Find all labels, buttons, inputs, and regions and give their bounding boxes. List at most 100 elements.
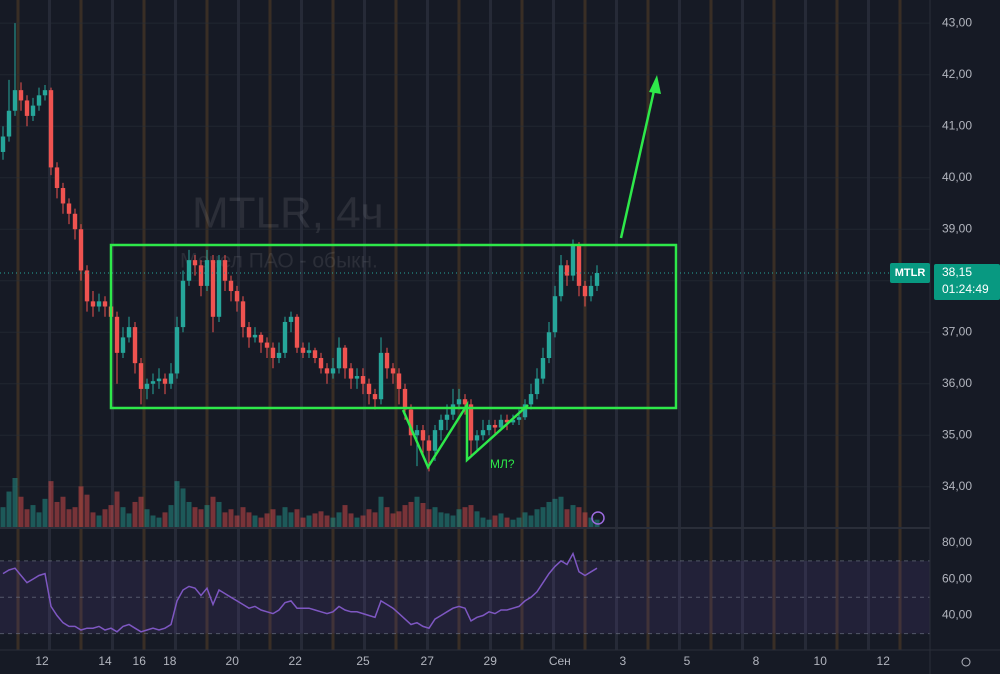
volume-bar (474, 511, 480, 528)
candle-body (480, 430, 486, 436)
volume-bar (126, 513, 132, 528)
volume-bar (12, 478, 18, 528)
candle-body (162, 378, 168, 384)
candle-body (42, 90, 48, 96)
y-tick-label: 34,00 (942, 479, 972, 493)
candle-body (192, 260, 198, 266)
range-box (109, 243, 678, 410)
volume-bar (354, 517, 360, 528)
candle-body (186, 260, 192, 281)
x-tick-label: 25 (356, 654, 370, 668)
volume-bar (534, 509, 540, 528)
volume-bar (432, 507, 438, 528)
last-price-label: 38,15 (942, 265, 972, 279)
candle-body (234, 291, 240, 302)
settings-icon[interactable] (961, 657, 971, 667)
volume-bar (450, 515, 456, 528)
candle-body (534, 378, 540, 395)
candle-body (24, 100, 30, 116)
candle-body (504, 419, 510, 423)
rsi-tick-label: 40,00 (942, 608, 972, 622)
rsi-tick-label: 80,00 (942, 535, 972, 549)
volume-bar (390, 513, 396, 528)
volume-bar (540, 507, 546, 528)
candle-body (486, 424, 492, 431)
candle-body (246, 327, 252, 338)
volume-bar (366, 509, 372, 528)
rsi-tick-label: 60,00 (942, 571, 972, 585)
volume-bar (570, 505, 576, 528)
symbol-label: MTLR (895, 267, 926, 279)
x-tick-label: 10 (814, 654, 828, 668)
x-tick-label: 12 (35, 654, 49, 668)
candle-body (300, 347, 306, 353)
candle-body (102, 301, 108, 307)
volume-bar (504, 517, 510, 528)
volume-bar (96, 515, 102, 528)
candle-body (168, 373, 174, 384)
candle-body (414, 430, 420, 436)
candle-body (462, 399, 468, 405)
volume-bar (462, 507, 468, 528)
candle-body (318, 358, 324, 369)
candle-body (432, 430, 438, 451)
volume-bar (204, 505, 210, 528)
candle-body (450, 404, 456, 415)
volume-bar (168, 505, 174, 528)
x-tick-label: 22 (289, 654, 303, 668)
volume-bar (438, 512, 444, 528)
x-tick-label: 16 (133, 654, 147, 668)
candle-body (354, 376, 360, 379)
candle-body (408, 409, 414, 436)
candle-body (558, 265, 564, 297)
volume-bar (84, 494, 90, 528)
candle-body (276, 352, 282, 359)
candle-body (210, 260, 216, 317)
candle-body (576, 244, 582, 286)
candle-body (324, 368, 330, 374)
candle-body (456, 399, 462, 405)
volume-bar (186, 501, 192, 528)
volume-bar (246, 512, 252, 528)
arrow-line (619, 85, 657, 239)
candle-body (18, 90, 24, 101)
candle-body (348, 368, 354, 379)
candle-body (522, 404, 528, 418)
volume-bar (270, 509, 276, 528)
volume-bar (198, 509, 204, 528)
candle-body (516, 417, 522, 420)
y-tick-label: 37,00 (942, 324, 972, 338)
volume-bar (228, 509, 234, 528)
candle-body (294, 316, 300, 348)
volume-bar (486, 519, 492, 528)
candle-body (216, 260, 222, 317)
candle-body (402, 388, 408, 410)
rsi-line (2, 551, 598, 633)
candle-body (60, 188, 66, 204)
candle-body (240, 301, 246, 328)
volume-bar (174, 481, 180, 528)
volume-bar (288, 512, 294, 528)
volume-bar (42, 498, 48, 528)
candle-body (372, 394, 378, 400)
watermark-title: MTLR, 4ч (192, 189, 384, 238)
volume-bar (582, 512, 588, 528)
volume-bar (564, 509, 570, 528)
volume-bar (132, 501, 138, 528)
candle-body (132, 327, 138, 364)
volume-bar (0, 507, 6, 528)
volume-bar (240, 507, 246, 528)
volume-bar (330, 517, 336, 528)
volume-bar (276, 515, 282, 528)
candle-body (126, 327, 132, 338)
volume-bar (444, 513, 450, 528)
candle-body (156, 378, 162, 382)
x-tick-label: 20 (226, 654, 240, 668)
event-icon[interactable] (591, 511, 605, 525)
volume-bar (294, 509, 300, 528)
drawings (109, 75, 678, 470)
volume-bar (156, 517, 162, 528)
